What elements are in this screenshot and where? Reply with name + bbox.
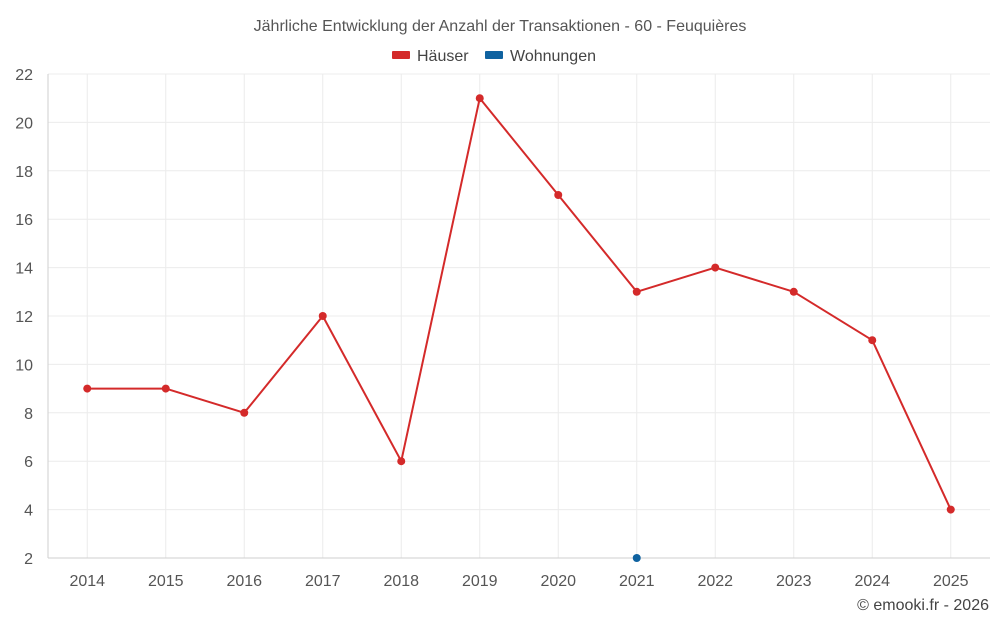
data-point-haeuser-2024[interactable]	[868, 336, 877, 345]
x-tick-label: 2015	[148, 573, 184, 590]
y-tick-label: 22	[15, 67, 33, 84]
data-point-haeuser-2023[interactable]	[789, 287, 798, 296]
x-tick-label: 2025	[933, 573, 969, 590]
data-point-haeuser-2025[interactable]	[946, 505, 955, 514]
y-tick-label: 4	[24, 503, 33, 520]
y-tick-label: 14	[15, 261, 33, 278]
credit-text: © emooki.fr - 2026	[857, 597, 989, 614]
legend-label-haeuser: Häuser	[417, 48, 469, 65]
x-tick-label: 2014	[69, 573, 105, 590]
data-point-haeuser-2015[interactable]	[161, 384, 170, 393]
y-tick-label: 8	[24, 406, 33, 423]
legend-item-haeuser[interactable]: Häuser	[392, 48, 469, 65]
series-haeuser	[83, 94, 955, 514]
y-tick-label: 2	[24, 551, 33, 568]
legend-label-wohnungen: Wohnungen	[510, 48, 596, 65]
data-point-haeuser-2014[interactable]	[83, 384, 92, 393]
y-tick-label: 20	[15, 115, 33, 132]
data-point-haeuser-2016[interactable]	[240, 408, 249, 417]
x-tick-label: 2021	[619, 573, 655, 590]
data-point-haeuser-2019[interactable]	[475, 94, 484, 103]
x-tick-label: 2017	[305, 573, 341, 590]
x-tick-label: 2020	[540, 573, 576, 590]
x-tick-label: 2016	[226, 573, 262, 590]
series-wohnungen	[632, 554, 641, 562]
series-line-haeuser	[87, 97, 952, 511]
y-axis: 2 4 6 8 10 12 14 16 18 20 22	[15, 67, 49, 568]
data-point-haeuser-2021[interactable]	[632, 287, 641, 296]
data-point-wohnungen-2021[interactable]	[632, 554, 641, 562]
data-point-haeuser-2020[interactable]	[554, 191, 563, 199]
y-tick-label: 10	[15, 357, 33, 374]
x-tick-label: 2022	[697, 573, 733, 590]
chart-title: Jährliche Entwicklung der Anzahl der Tra…	[254, 18, 747, 35]
legend-swatch-wohnungen	[485, 51, 503, 59]
series-layer	[83, 94, 955, 562]
y-tick-label: 18	[15, 164, 33, 181]
y-tick-label: 12	[15, 309, 33, 326]
x-tick-label: 2018	[383, 573, 419, 590]
x-axis: 2014 2015 2016 2017 2018 2019 2020 2021 2022 2023…	[48, 557, 990, 590]
x-tick-label: 2023	[776, 573, 812, 590]
data-point-haeuser-2017[interactable]	[318, 312, 327, 320]
data-point-haeuser-2022[interactable]	[711, 263, 720, 272]
legend-item-wohnungen[interactable]: Wohnungen	[485, 48, 596, 65]
data-point-haeuser-2018[interactable]	[397, 457, 406, 466]
legend-swatch-haeuser	[392, 51, 410, 59]
y-tick-label: 16	[15, 212, 33, 229]
legend: Häuser Wohnungen	[392, 48, 596, 65]
y-tick-label: 6	[24, 454, 33, 471]
x-tick-label: 2024	[854, 573, 890, 590]
x-tick-label: 2019	[462, 573, 498, 590]
